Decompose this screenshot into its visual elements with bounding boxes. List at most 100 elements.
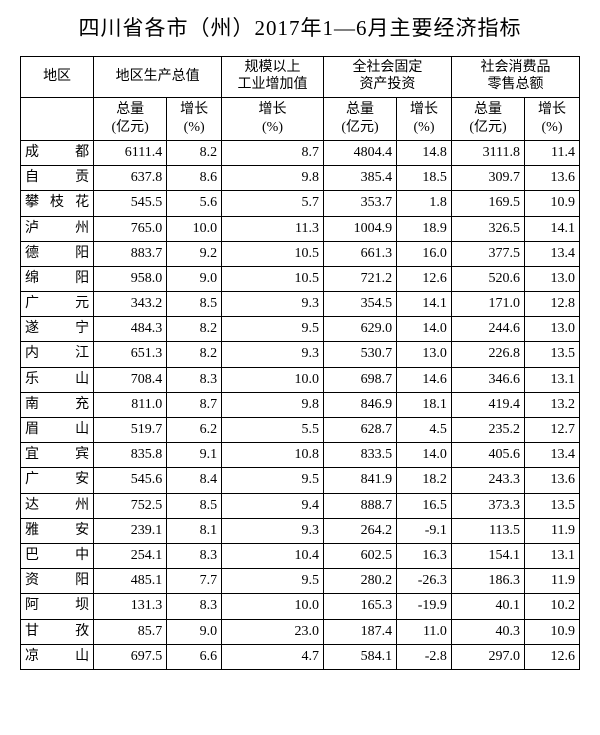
cell-value: 9.3 [222, 342, 324, 367]
cell-value: 4.5 [397, 418, 452, 443]
table-header: 地区地区生产总值规模以上工业增加值全社会固定资产投资社会消费品零售总额总量(亿元… [21, 57, 580, 141]
cell-value: 8.7 [167, 392, 222, 417]
cell-value: 6.6 [167, 644, 222, 669]
cell-value: 244.6 [451, 317, 524, 342]
cell-value: 12.6 [525, 644, 580, 669]
cell-value: 1.8 [397, 191, 452, 216]
cell-value: 7.7 [167, 569, 222, 594]
cell-value: 12.8 [525, 292, 580, 317]
cell-value: 8.2 [167, 317, 222, 342]
table-row: 绵阳958.09.010.5721.212.6520.613.0 [21, 266, 580, 291]
cell-value: 9.8 [222, 166, 324, 191]
cell-value: 297.0 [451, 644, 524, 669]
table-row: 攀枝花545.55.65.7353.71.8169.510.9 [21, 191, 580, 216]
cell-value: 9.8 [222, 392, 324, 417]
table-row: 广安545.68.49.5841.918.2243.313.6 [21, 468, 580, 493]
cell-region: 达州 [21, 493, 94, 518]
cell-value: 484.3 [94, 317, 167, 342]
cell-value: 661.3 [323, 241, 396, 266]
cell-region: 眉山 [21, 418, 94, 443]
cell-value: 309.7 [451, 166, 524, 191]
cell-value: 131.3 [94, 594, 167, 619]
cell-value: 13.1 [525, 367, 580, 392]
header-ret-growth: 增长(%) [525, 97, 580, 140]
cell-value: 154.1 [451, 543, 524, 568]
cell-value: 9.5 [222, 569, 324, 594]
cell-value: 651.3 [94, 342, 167, 367]
cell-value: 3111.8 [451, 140, 524, 165]
header-gdp-total: 总量(亿元) [94, 97, 167, 140]
cell-region: 凉山 [21, 644, 94, 669]
cell-value: 18.2 [397, 468, 452, 493]
table-row: 雅安239.18.19.3264.2-9.1113.511.9 [21, 518, 580, 543]
cell-value: -2.8 [397, 644, 452, 669]
cell-value: 239.1 [94, 518, 167, 543]
table-row: 广元343.28.59.3354.514.1171.012.8 [21, 292, 580, 317]
cell-value: 708.4 [94, 367, 167, 392]
cell-value: 584.1 [323, 644, 396, 669]
cell-value: 9.0 [167, 619, 222, 644]
cell-value: 697.5 [94, 644, 167, 669]
cell-value: 629.0 [323, 317, 396, 342]
cell-value: 8.6 [167, 166, 222, 191]
cell-value: 13.0 [397, 342, 452, 367]
cell-value: 841.9 [323, 468, 396, 493]
cell-region: 南充 [21, 392, 94, 417]
cell-value: 4.7 [222, 644, 324, 669]
cell-value: 846.9 [323, 392, 396, 417]
cell-value: 13.2 [525, 392, 580, 417]
cell-value: 14.1 [397, 292, 452, 317]
cell-value: 18.9 [397, 216, 452, 241]
cell-region: 雅安 [21, 518, 94, 543]
cell-value: 405.6 [451, 443, 524, 468]
cell-value: 8.1 [167, 518, 222, 543]
cell-value: 113.5 [451, 518, 524, 543]
cell-value: 13.5 [525, 342, 580, 367]
cell-value: 545.6 [94, 468, 167, 493]
cell-value: 14.6 [397, 367, 452, 392]
cell-value: 8.2 [167, 342, 222, 367]
cell-value: -19.9 [397, 594, 452, 619]
cell-value: 8.2 [167, 140, 222, 165]
cell-value: 354.5 [323, 292, 396, 317]
cell-value: 9.0 [167, 266, 222, 291]
cell-value: 11.9 [525, 569, 580, 594]
cell-value: 883.7 [94, 241, 167, 266]
cell-value: 280.2 [323, 569, 396, 594]
cell-value: 530.7 [323, 342, 396, 367]
cell-value: 40.3 [451, 619, 524, 644]
cell-value: 10.9 [525, 191, 580, 216]
cell-value: 14.0 [397, 317, 452, 342]
cell-value: 264.2 [323, 518, 396, 543]
cell-value: 16.3 [397, 543, 452, 568]
table-row: 南充811.08.79.8846.918.1419.413.2 [21, 392, 580, 417]
cell-value: 519.7 [94, 418, 167, 443]
cell-value: 40.1 [451, 594, 524, 619]
cell-region: 阿坝 [21, 594, 94, 619]
cell-value: 169.5 [451, 191, 524, 216]
economic-indicators-table: 地区地区生产总值规模以上工业增加值全社会固定资产投资社会消费品零售总额总量(亿元… [20, 56, 580, 670]
cell-value: 12.7 [525, 418, 580, 443]
cell-region: 资阳 [21, 569, 94, 594]
cell-value: 485.1 [94, 569, 167, 594]
cell-value: 721.2 [323, 266, 396, 291]
cell-value: 16.5 [397, 493, 452, 518]
cell-value: 811.0 [94, 392, 167, 417]
cell-value: 13.1 [525, 543, 580, 568]
table-row: 达州752.58.59.4888.716.5373.313.5 [21, 493, 580, 518]
cell-value: 6111.4 [94, 140, 167, 165]
cell-value: 5.6 [167, 191, 222, 216]
cell-value: 637.8 [94, 166, 167, 191]
cell-region: 宜宾 [21, 443, 94, 468]
cell-value: 8.7 [222, 140, 324, 165]
cell-value: 13.4 [525, 443, 580, 468]
cell-value: 698.7 [323, 367, 396, 392]
cell-region: 遂宁 [21, 317, 94, 342]
cell-value: 628.7 [323, 418, 396, 443]
cell-value: 11.0 [397, 619, 452, 644]
table-row: 眉山519.76.25.5628.74.5235.212.7 [21, 418, 580, 443]
table-row: 遂宁484.38.29.5629.014.0244.613.0 [21, 317, 580, 342]
cell-region: 泸州 [21, 216, 94, 241]
cell-value: 602.5 [323, 543, 396, 568]
cell-value: 243.3 [451, 468, 524, 493]
